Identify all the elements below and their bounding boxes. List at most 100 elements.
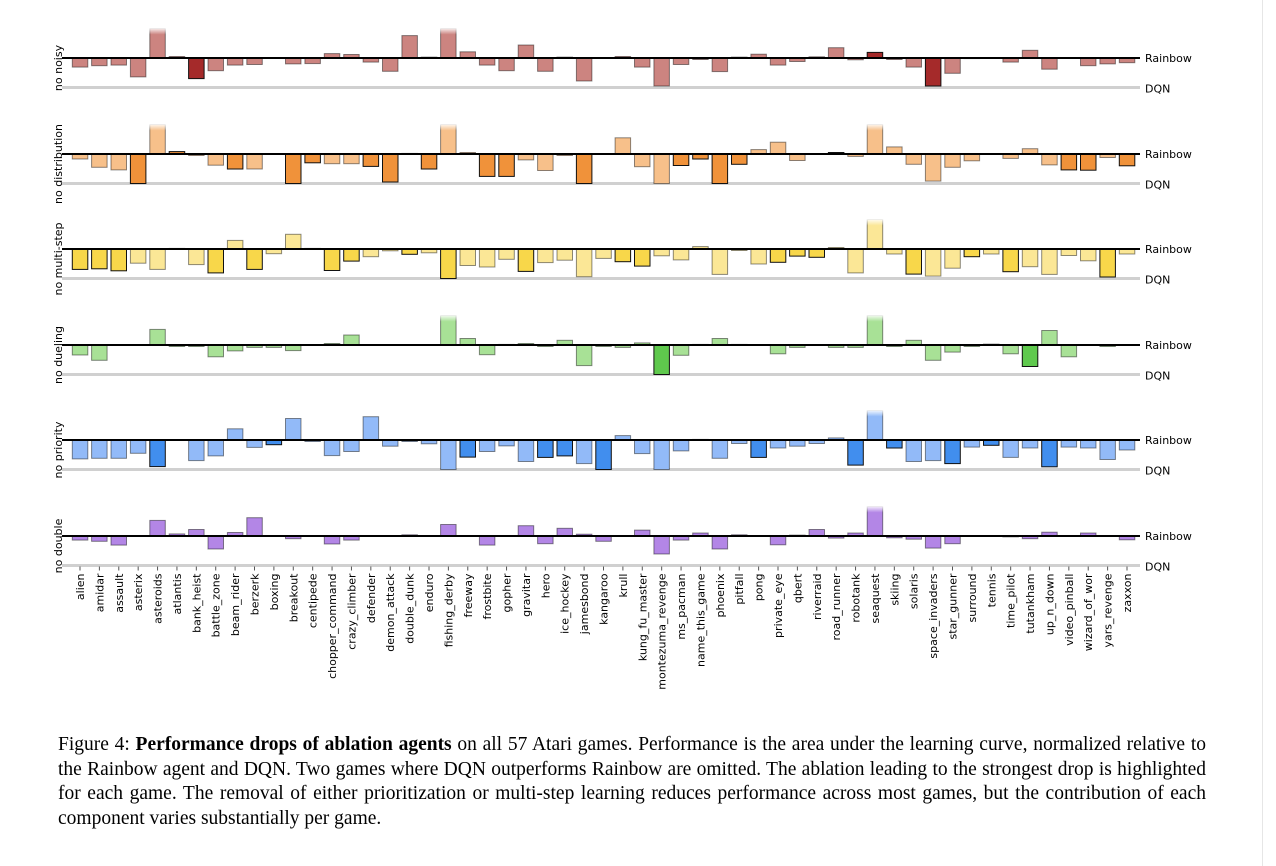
game-label-chopper_command: chopper_command [326, 574, 339, 679]
bar-multistep-star_gunner [944, 248, 961, 269]
bar-multistep-wizard_of_wor [1080, 248, 1097, 262]
y-axis-label-dueling: no dueling [52, 326, 65, 384]
game-label-gopher: gopher [501, 573, 514, 612]
bar-priority-beam_rider [226, 428, 244, 441]
game-label-defender: defender [365, 573, 378, 623]
y-axis-label-distribution: no distribution [52, 124, 65, 204]
bar-dueling-space_invaders [924, 344, 942, 361]
bar-multistep-kung_fu_master [634, 248, 651, 267]
bar-multistep-chopper_command [323, 248, 341, 271]
bar-multistep-freeway [459, 248, 476, 266]
game-label-boxing: boxing [268, 574, 281, 611]
bar-priority-amidar [91, 439, 108, 459]
bar-priority-frostbite [478, 439, 496, 452]
bar-dueling-battle_zone [207, 344, 224, 358]
clip-fade-asteroids [148, 123, 167, 131]
panel-dueling: Rainbow DQN no dueling [52, 314, 1192, 384]
bar-double-fishing_derby [440, 524, 457, 537]
bar-noisy-assault [110, 57, 127, 66]
bar-double-berzerk [246, 517, 263, 537]
bar-priority-jamesbond [575, 439, 593, 465]
bar-priority-solaris [905, 439, 922, 462]
bar-priority-private_eye [769, 439, 787, 449]
dqn-label: DQN [1145, 370, 1170, 383]
bar-priority-surround [963, 439, 981, 448]
bar-distribution-montezuma_revenge [653, 153, 670, 184]
bar-distribution-beam_rider [226, 153, 244, 170]
game-label-pong: pong [753, 574, 766, 602]
bar-double-frostbite [478, 535, 496, 546]
bar-distribution-gopher [498, 153, 515, 177]
bar-distribution-assault [110, 153, 127, 171]
game-label-asterix: asterix [132, 573, 145, 611]
bar-noisy-wizard_of_wor [1080, 57, 1097, 67]
game-label-bank_heist: bank_heist [190, 573, 203, 633]
game-label-montezuma_revenge: montezuma_revenge [656, 573, 669, 689]
bar-dueling-montezuma_revenge [653, 344, 670, 375]
bar-priority-robotank [847, 439, 864, 466]
figure-caption: Figure 4: Performance drops of ablation … [58, 733, 1206, 831]
bar-dueling-video_pinball [1060, 344, 1078, 358]
bar-noisy-solaris [905, 57, 922, 68]
bar-dueling-amidar [91, 344, 108, 361]
bar-dueling-tutankham [1021, 344, 1039, 367]
game-label-kung_fu_master: kung_fu_master [636, 573, 649, 661]
dqn-label: DQN [1145, 179, 1170, 192]
bar-dueling-jamesbond [575, 344, 593, 367]
game-label-seaquest: seaquest [869, 573, 882, 624]
bar-noisy-private_eye [769, 57, 787, 66]
clip-fade-fishing_derby [439, 123, 458, 131]
bar-distribution-enduro [420, 153, 438, 170]
dqn-label: DQN [1145, 274, 1170, 287]
bar-priority-kung_fu_master [634, 439, 651, 455]
clip-fade-fishing_derby [439, 314, 458, 322]
rainbow-label: Rainbow [1145, 243, 1192, 256]
bar-noisy-frostbite [478, 57, 496, 66]
y-axis-label-noisy: no noisy [52, 44, 65, 91]
panel-noisy: Rainbow DQN no noisy [52, 27, 1192, 96]
bar-priority-tutankham [1021, 439, 1039, 449]
dqn-label: DQN [1145, 83, 1170, 96]
bar-multistep-tutankham [1021, 248, 1039, 268]
bar-multistep-ice_hockey [556, 248, 573, 261]
bar-priority-yars_revenge [1099, 439, 1116, 460]
bar-noisy-jamesbond [575, 57, 593, 82]
game-label-krull: krull [617, 574, 630, 598]
game-label-solaris: solaris [908, 573, 921, 609]
bar-multistep-robotank [847, 248, 864, 274]
dqn-label: DQN [1145, 465, 1170, 478]
game-label-zaxxon: zaxxon [1121, 573, 1134, 612]
x-axis-game-labels: alien amidar assault asterix asteroids atlant… [74, 566, 1134, 690]
bar-priority-up_n_down [1041, 439, 1058, 468]
y-axis-label-multistep: no multi-step [52, 222, 65, 295]
bar-multistep-breakout [285, 233, 302, 250]
bar-distribution-battle_zone [207, 153, 224, 166]
bar-noisy-hero [537, 57, 554, 72]
bar-double-private_eye [769, 535, 787, 546]
game-label-amidar: amidar [93, 573, 106, 612]
bar-distribution-wizard_of_wor [1080, 153, 1097, 171]
bar-multistep-yars_revenge [1099, 248, 1116, 278]
bar-priority-ms_pacman [672, 439, 690, 452]
bar-multistep-space_invaders [924, 248, 942, 277]
bar-distribution-kung_fu_master [634, 153, 651, 168]
bar-distribution-jamesbond [575, 153, 593, 184]
clip-fade-seaquest [866, 218, 884, 226]
bar-distribution-defender [362, 153, 380, 167]
bar-priority-time_pilot [1002, 439, 1019, 458]
game-label-up_n_down: up_n_down [1043, 573, 1056, 635]
game-label-hero: hero [539, 573, 552, 598]
rainbow-label: Rainbow [1145, 339, 1192, 352]
bar-multistep-riverraid [808, 248, 825, 258]
caption-bold: Performance drops of ablation agents [135, 734, 452, 755]
clip-fade-seaquest [866, 505, 884, 513]
bar-dueling-asteroids [149, 328, 166, 346]
bar-distribution-private_eye [769, 141, 787, 155]
bar-dueling-frostbite [478, 344, 496, 356]
bar-multistep-assault [110, 248, 127, 272]
game-label-ice_hockey: ice_hockey [559, 573, 572, 634]
game-label-gravitar: gravitar [520, 573, 533, 617]
caption-text: on all 57 Atari games. Performance is th… [58, 734, 1206, 829]
bar-priority-fishing_derby [440, 439, 457, 470]
bar-noisy-beam_rider [226, 57, 244, 66]
